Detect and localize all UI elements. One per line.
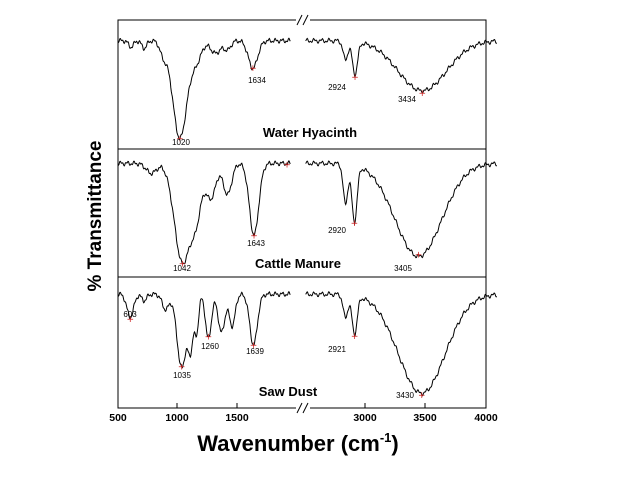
spectra-group (117, 37, 498, 397)
panel-title-cattle-manure: Cattle Manure (255, 256, 341, 271)
spectrum-line-saw-dust-seg1 (117, 290, 291, 369)
peak-marker-3405: + (415, 251, 423, 261)
peak-markers: + + + + + + + + + + + + + + + (127, 64, 427, 401)
peak-marker-1035: + (178, 363, 186, 373)
peak-label-cm-1643: 1643 (247, 239, 265, 248)
x-tick-labels: 500 1000 1500 3000 3500 4000 (109, 412, 498, 424)
spectrum-line-cattle-manure-seg2 (305, 160, 498, 259)
spectrum-line-saw-dust-seg2 (305, 290, 498, 397)
peak-label-sd-3430: 3430 (396, 391, 414, 400)
peak-label-sd-1639: 1639 (246, 347, 264, 356)
peak-marker-1260: + (205, 332, 213, 342)
peak-marker-2920: + (351, 219, 359, 229)
peak-label-sd-1260: 1260 (201, 342, 219, 351)
peak-label-wh-1634: 1634 (248, 76, 266, 85)
spectrum-line-water-hyacinth-seg2 (305, 37, 498, 94)
peak-marker-603: + (127, 315, 135, 325)
panel-title-saw-dust: Saw Dust (259, 384, 318, 399)
x-tick-label-3000: 3000 (353, 412, 377, 424)
axis-break-top (296, 14, 310, 26)
spectrum-line-cattle-manure-seg1 (117, 160, 291, 265)
peak-marker-3430: + (418, 391, 426, 401)
peak-label-sd-1035: 1035 (173, 371, 191, 380)
peak-label-cm-2920: 2920 (328, 226, 346, 235)
y-axis-title: % Transmittance (85, 141, 106, 292)
peak-marker-2924: + (351, 73, 359, 83)
x-tick-label-1500: 1500 (225, 412, 249, 424)
peak-marker-1042: + (179, 260, 187, 270)
peak-marker-1634: + (249, 64, 257, 74)
peak-label-wh-2924: 2924 (328, 83, 346, 92)
peak-marker-1920: + (283, 160, 291, 170)
peak-label-sd-2921: 2921 (328, 345, 346, 354)
peak-marker-3434: + (419, 89, 427, 99)
peak-label-cm-1042: 1042 (173, 264, 191, 273)
x-tick-label-1000: 1000 (165, 412, 189, 424)
panel-title-water-hyacinth: Water Hyacinth (263, 125, 357, 140)
x-axis-title-base: Wavenumber (cm (197, 431, 380, 456)
peak-marker-2921: + (351, 332, 359, 342)
x-axis-title-sup: -1 (380, 430, 392, 445)
peak-marker-1020: + (176, 135, 184, 145)
peak-label-wh-3434: 3434 (398, 95, 416, 104)
peak-marker-1643: + (250, 232, 258, 242)
x-axis-title-close: ) (391, 431, 398, 456)
peak-label-sd-603: 603 (123, 310, 137, 319)
x-tick-label-3500: 3500 (413, 412, 437, 424)
x-tick-label-500: 500 (109, 412, 127, 424)
x-tick-label-4000: 4000 (474, 412, 498, 424)
spectrum-line-water-hyacinth-seg1 (117, 37, 291, 141)
peak-label-wh-1020: 1020 (172, 138, 190, 147)
peak-marker-1639: + (250, 341, 258, 351)
peak-label-cm-3405: 3405 (394, 264, 412, 273)
axis-break-bottom (296, 402, 310, 414)
x-ticks (117, 403, 487, 408)
x-axis-title: Wavenumber (cm-1) (197, 430, 398, 456)
